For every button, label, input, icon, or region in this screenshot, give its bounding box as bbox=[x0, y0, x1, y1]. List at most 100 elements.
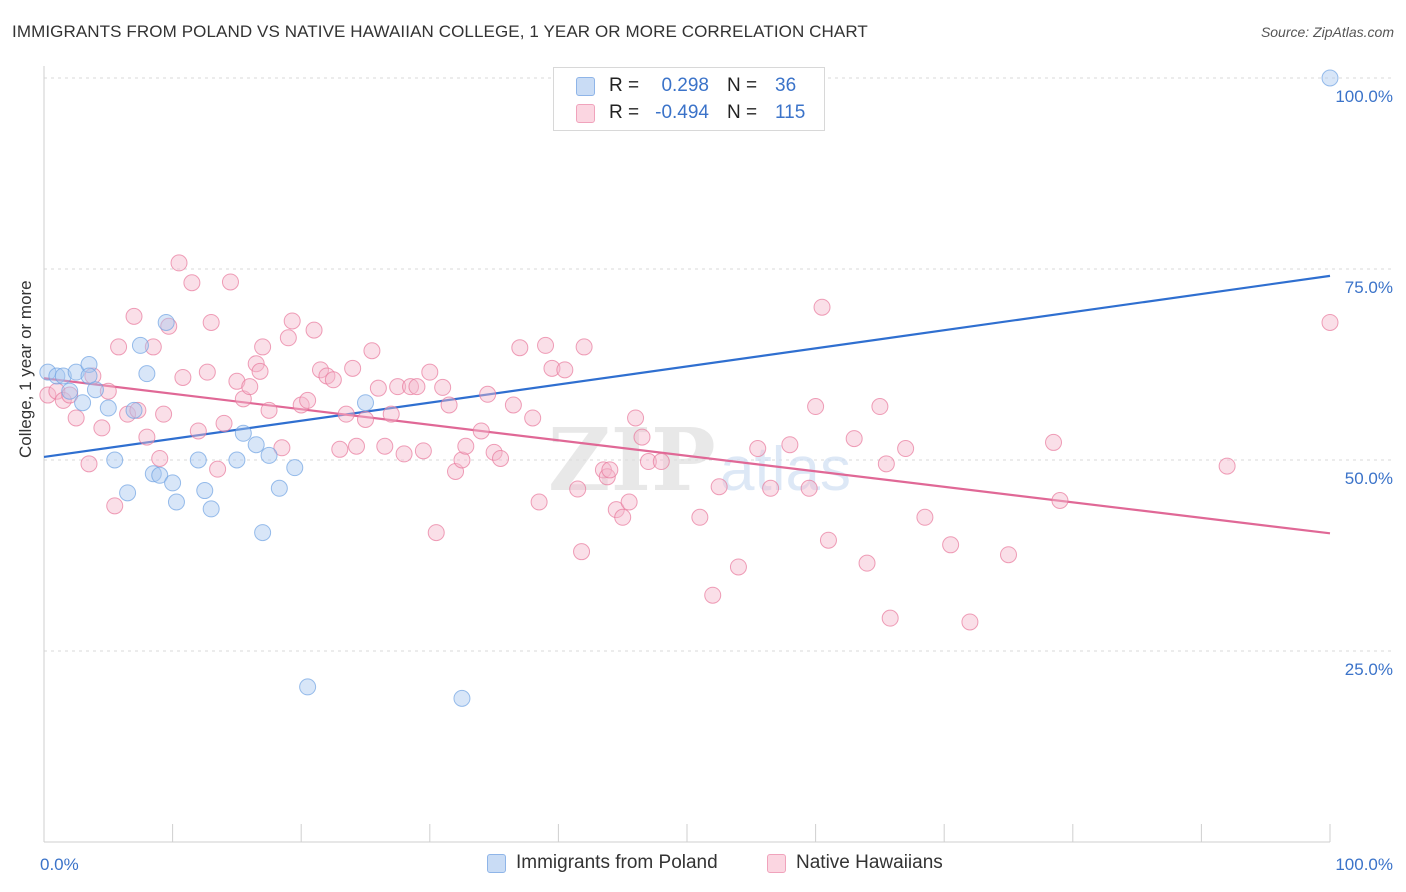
data-point bbox=[155, 405, 173, 423]
data-point bbox=[157, 313, 175, 331]
data-point bbox=[131, 336, 149, 354]
data-point bbox=[74, 394, 92, 412]
data-point bbox=[376, 437, 394, 455]
y-axis-label: College, 1 year or more bbox=[16, 280, 35, 458]
chart-title: IMMIGRANTS FROM POLAND VS NATIVE HAWAIIA… bbox=[12, 22, 868, 41]
data-point bbox=[408, 378, 426, 396]
data-point bbox=[382, 405, 400, 423]
r-label: R = bbox=[609, 102, 640, 123]
axes bbox=[43, 66, 1331, 843]
legend-item-hawaiian[interactable]: Native Hawaiians bbox=[767, 852, 943, 874]
data-point bbox=[228, 372, 246, 390]
data-point bbox=[251, 362, 269, 380]
data-point bbox=[299, 391, 317, 409]
data-point bbox=[337, 405, 355, 423]
data-point bbox=[151, 449, 169, 467]
y-tick-label: 25.0% bbox=[1345, 660, 1393, 679]
data-point bbox=[129, 401, 147, 419]
data-point bbox=[614, 508, 632, 526]
data-point bbox=[691, 508, 709, 526]
data-point bbox=[202, 500, 220, 518]
data-point bbox=[639, 453, 657, 471]
data-point bbox=[601, 461, 619, 479]
data-point bbox=[395, 445, 413, 463]
n-value: 115 bbox=[775, 102, 806, 123]
data-point bbox=[67, 409, 85, 427]
data-point bbox=[189, 422, 207, 440]
data-point bbox=[916, 508, 934, 526]
data-point bbox=[524, 409, 542, 427]
data-point bbox=[167, 493, 185, 511]
data-point bbox=[627, 409, 645, 427]
data-point bbox=[144, 465, 162, 483]
data-point bbox=[897, 440, 915, 458]
data-point bbox=[1045, 433, 1063, 451]
data-point bbox=[620, 493, 638, 511]
data-point bbox=[247, 355, 265, 373]
data-point bbox=[61, 386, 79, 404]
data-point bbox=[479, 385, 497, 403]
data-point bbox=[858, 554, 876, 572]
data-point bbox=[633, 428, 651, 446]
data-point bbox=[573, 543, 591, 561]
data-point bbox=[228, 451, 246, 469]
source-label: Source: ZipAtlas.com bbox=[1260, 24, 1394, 40]
n-label: N = bbox=[727, 102, 758, 123]
data-point bbox=[125, 401, 143, 419]
data-point bbox=[543, 359, 561, 377]
r-label: R = bbox=[609, 75, 640, 96]
data-point bbox=[427, 524, 445, 542]
data-point bbox=[283, 312, 301, 330]
data-point bbox=[369, 379, 387, 397]
legend-label: Native Hawaiians bbox=[796, 852, 943, 873]
data-point bbox=[247, 436, 265, 454]
data-point bbox=[138, 428, 156, 446]
x-tick-label: 100.0% bbox=[1335, 855, 1393, 874]
data-point bbox=[324, 371, 342, 389]
data-point bbox=[729, 558, 747, 576]
watermark-atlas: atlas bbox=[720, 435, 851, 504]
data-point bbox=[704, 586, 722, 604]
data-point bbox=[537, 336, 555, 354]
data-point bbox=[67, 363, 85, 381]
legend-label: Immigrants from Poland bbox=[516, 852, 718, 873]
data-point bbox=[99, 399, 117, 417]
data-point bbox=[871, 398, 889, 416]
data-point bbox=[189, 451, 207, 469]
data-point bbox=[144, 338, 162, 356]
data-point bbox=[254, 524, 272, 542]
x-tick-label: 0.0% bbox=[40, 855, 79, 874]
data-point bbox=[813, 298, 831, 316]
legend-item-poland[interactable]: Immigrants from Poland bbox=[487, 852, 718, 874]
data-point bbox=[234, 424, 252, 442]
data-point bbox=[807, 398, 825, 416]
y-tick-label: 100.0% bbox=[1335, 87, 1393, 106]
data-point bbox=[845, 430, 863, 448]
data-point bbox=[125, 307, 143, 325]
data-point bbox=[183, 274, 201, 292]
data-point bbox=[99, 382, 117, 400]
data-point bbox=[260, 401, 278, 419]
data-point bbox=[453, 689, 471, 707]
data-point bbox=[402, 378, 420, 396]
data-point bbox=[305, 321, 323, 339]
data-point bbox=[215, 414, 233, 432]
data-point bbox=[1051, 491, 1069, 509]
hawaiian-swatch bbox=[767, 853, 786, 873]
data-point bbox=[819, 531, 837, 549]
data-point bbox=[414, 442, 432, 460]
poland-swatch bbox=[576, 76, 595, 96]
data-point bbox=[357, 394, 374, 412]
data-point bbox=[93, 419, 111, 437]
data-point bbox=[119, 484, 137, 502]
data-point bbox=[1218, 457, 1236, 475]
stats-legend: R = 0.298 N = 36 R = -0.494 N = 115 bbox=[553, 67, 825, 131]
data-point bbox=[344, 359, 362, 377]
data-point bbox=[1321, 313, 1339, 331]
data-point bbox=[54, 367, 72, 385]
data-point bbox=[270, 479, 288, 497]
data-point bbox=[881, 609, 899, 627]
data-point bbox=[942, 536, 960, 554]
data-point bbox=[363, 342, 381, 360]
trend-line bbox=[43, 377, 1331, 535]
